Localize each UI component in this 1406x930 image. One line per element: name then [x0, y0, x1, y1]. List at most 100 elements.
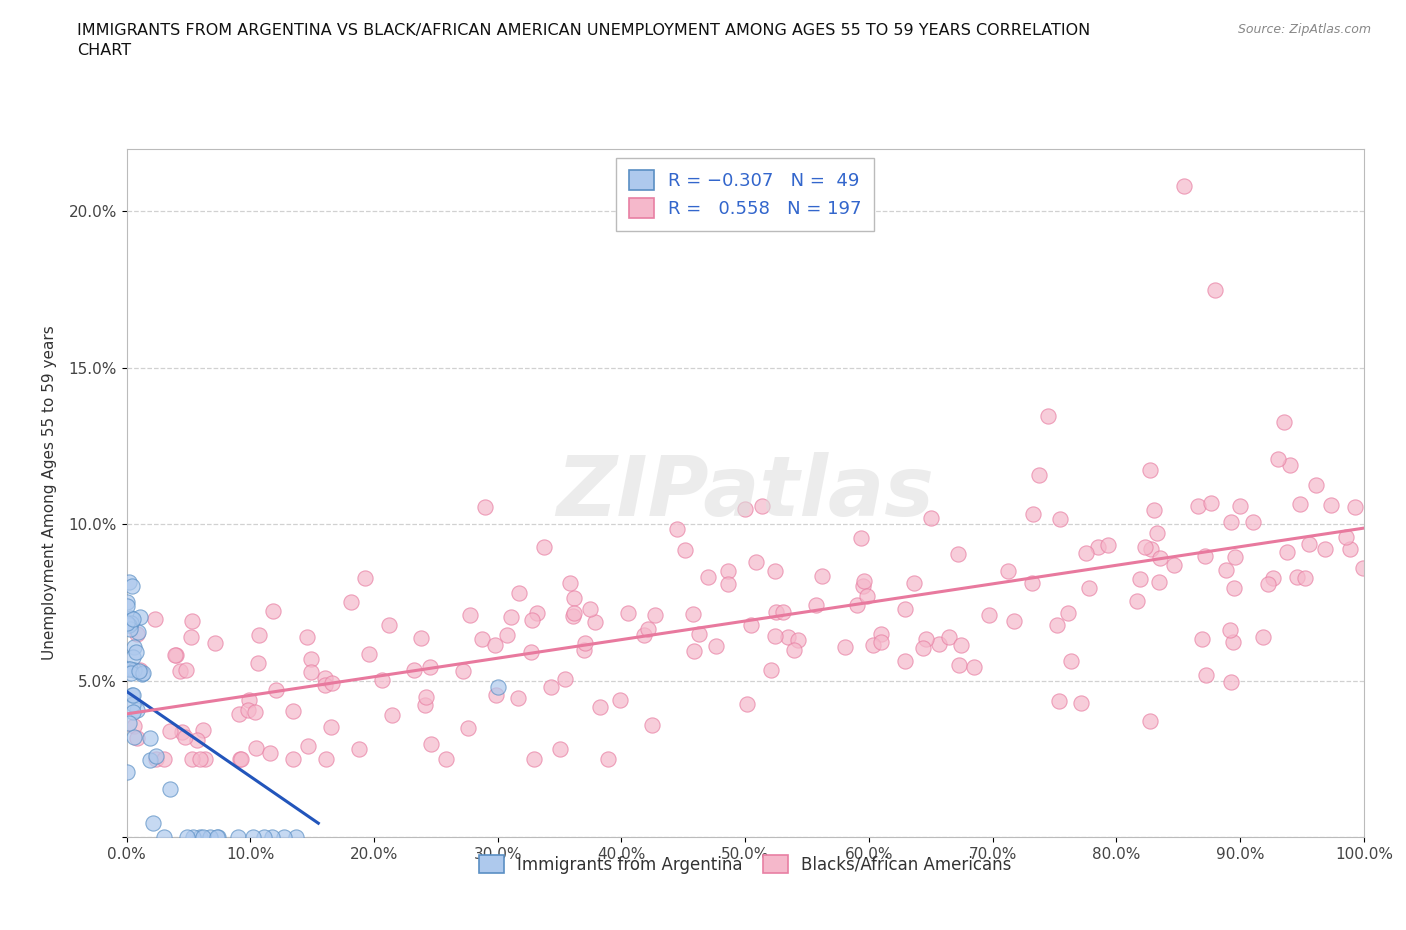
Point — [717, 576, 740, 591]
Point — [540, 680, 562, 695]
Point — [1139, 462, 1161, 477]
Point — [912, 641, 935, 656]
Point — [1191, 631, 1213, 646]
Point — [115, 764, 138, 779]
Point — [117, 595, 139, 610]
Point — [834, 640, 856, 655]
Point — [118, 618, 141, 633]
Point — [117, 662, 139, 677]
Point — [169, 663, 191, 678]
Point — [191, 723, 214, 737]
Point — [409, 631, 432, 645]
Point — [242, 830, 264, 844]
Point — [484, 638, 506, 653]
Point — [122, 730, 145, 745]
Point — [938, 630, 960, 644]
Point — [765, 604, 787, 619]
Point — [688, 626, 710, 641]
Point — [977, 607, 1000, 622]
Point — [804, 598, 827, 613]
Point — [284, 830, 307, 844]
Point — [176, 830, 198, 844]
Point — [186, 733, 208, 748]
Point — [1222, 634, 1244, 649]
Point — [1261, 571, 1284, 586]
Point — [1305, 478, 1327, 493]
Point — [229, 751, 252, 766]
Point — [485, 687, 508, 702]
Point — [174, 662, 197, 677]
Point — [589, 699, 612, 714]
Point — [204, 636, 226, 651]
Point — [894, 653, 917, 668]
Point — [633, 628, 655, 643]
Point — [415, 698, 437, 712]
Point — [869, 635, 891, 650]
Point — [1334, 529, 1357, 544]
Point — [194, 751, 217, 766]
Point — [717, 564, 740, 578]
Point — [1194, 549, 1216, 564]
Point — [415, 690, 437, 705]
Point — [683, 644, 706, 658]
Point — [118, 622, 141, 637]
Point — [1097, 537, 1119, 551]
Point — [499, 609, 522, 624]
Point — [1049, 512, 1071, 526]
Point — [1078, 580, 1101, 595]
Point — [1279, 458, 1302, 472]
Point — [451, 664, 474, 679]
Point — [1339, 541, 1361, 556]
Point — [1215, 563, 1237, 578]
Point — [283, 751, 305, 766]
Point — [1294, 570, 1316, 585]
Point — [572, 643, 595, 658]
Point — [644, 607, 666, 622]
Point — [153, 830, 176, 844]
Point — [180, 614, 202, 629]
Point — [772, 604, 794, 619]
Point — [578, 602, 600, 617]
Point — [533, 540, 555, 555]
Point — [1229, 499, 1251, 514]
Point — [637, 621, 659, 636]
Point — [259, 745, 281, 760]
Point — [245, 740, 267, 755]
Point — [371, 672, 394, 687]
Point — [122, 611, 145, 626]
Point — [159, 724, 181, 738]
Point — [526, 605, 548, 620]
Point — [115, 615, 138, 630]
Point — [744, 555, 766, 570]
Point — [574, 635, 596, 650]
Point — [207, 830, 229, 844]
Point — [1320, 498, 1343, 512]
Point — [120, 665, 142, 680]
Point — [1223, 550, 1246, 565]
Point — [120, 611, 142, 626]
Point — [548, 742, 571, 757]
Text: Source: ZipAtlas.com: Source: ZipAtlas.com — [1237, 23, 1371, 36]
Point — [810, 568, 832, 583]
Point — [641, 718, 664, 733]
Point — [471, 631, 494, 646]
Point — [1022, 506, 1045, 521]
Point — [200, 830, 222, 844]
Point — [903, 576, 925, 591]
Point — [1272, 415, 1295, 430]
Point — [181, 830, 204, 844]
Point — [734, 501, 756, 516]
Point — [948, 547, 970, 562]
Point — [682, 606, 704, 621]
Point — [1277, 544, 1299, 559]
Point — [523, 751, 546, 766]
Point — [562, 591, 585, 605]
Point — [1219, 623, 1241, 638]
Point — [1074, 545, 1097, 560]
Point — [127, 703, 149, 718]
Point — [751, 498, 773, 513]
Point — [763, 629, 786, 644]
Point — [252, 830, 274, 844]
Point — [122, 650, 145, 665]
Point — [180, 630, 202, 644]
